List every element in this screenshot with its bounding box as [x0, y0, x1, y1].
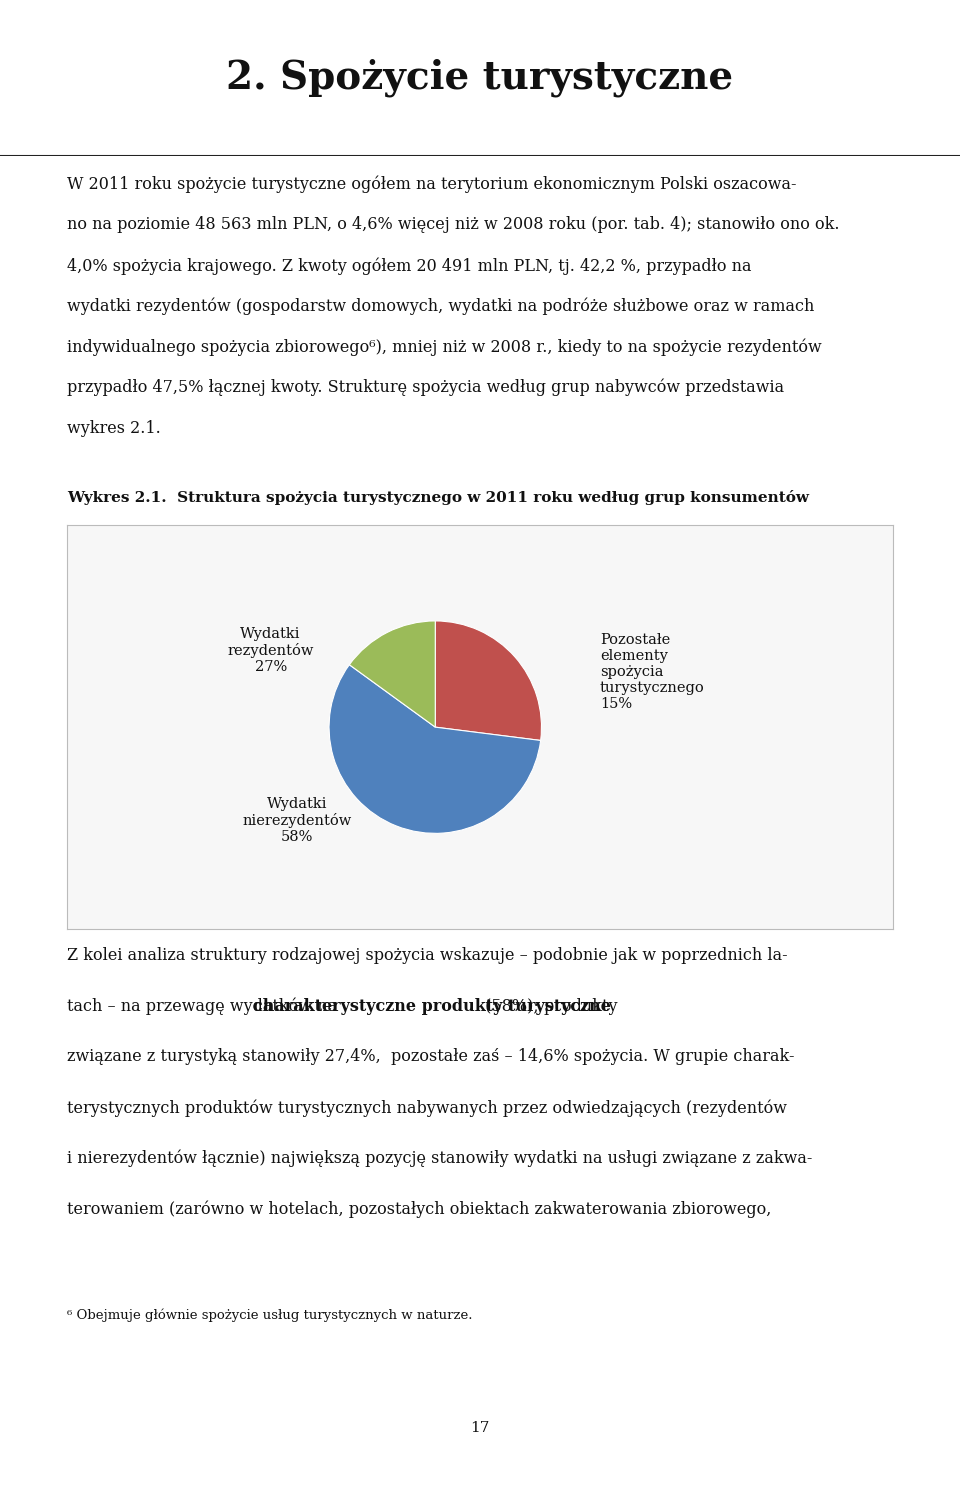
Text: Z kolei analiza struktury rodzajowej spożycia wskazuje – podobnie jak w poprzedn: Z kolei analiza struktury rodzajowej spo…: [67, 947, 788, 964]
Text: terowaniem (zarówno w hotelach, pozostałych obiektach zakwaterowania zbiorowego,: terowaniem (zarówno w hotelach, pozostał…: [67, 1200, 772, 1218]
Text: indywidualnego spożycia zbiorowego⁶), mniej niż w 2008 r., kiedy to na spożycie : indywidualnego spożycia zbiorowego⁶), mn…: [67, 339, 822, 355]
Text: 17: 17: [470, 1420, 490, 1435]
Text: i nierezydentów łącznie) największą pozycję stanowiły wydatki na usługi związane: i nierezydentów łącznie) największą pozy…: [67, 1149, 812, 1167]
Text: ⁶ Obejmuje głównie spożycie usług turystycznych w naturze.: ⁶ Obejmuje głównie spożycie usług turyst…: [67, 1309, 472, 1322]
Text: no na poziomie 48 563 mln PLN, o 4,6% więcej niż w 2008 roku (por. tab. 4); stan: no na poziomie 48 563 mln PLN, o 4,6% wi…: [67, 217, 840, 233]
Text: Pozostałe
elementy
spożycia
turystycznego
15%: Pozostałe elementy spożycia turystyczneg…: [600, 632, 705, 711]
Wedge shape: [435, 622, 541, 741]
Text: (58%); produkty: (58%); produkty: [480, 998, 617, 1014]
Wedge shape: [349, 622, 435, 727]
Text: przypadło 47,5% łącznej kwoty. Strukturę spożycia według grup nabywców przedstaw: przypadło 47,5% łącznej kwoty. Strukturę…: [67, 379, 784, 397]
Text: związane z turystyką stanowiły 27,4%,  pozostałe zaś – 14,6% spożycia. W grupie : związane z turystyką stanowiły 27,4%, po…: [67, 1048, 795, 1066]
Text: W 2011 roku spożycie turystyczne ogółem na terytorium ekonomicznym Polski oszaco: W 2011 roku spożycie turystyczne ogółem …: [67, 175, 797, 193]
Text: charakterystyczne produkty turystyczne: charakterystyczne produkty turystyczne: [252, 998, 611, 1014]
Text: wykres 2.1.: wykres 2.1.: [67, 419, 161, 437]
Text: 2. Spożycie turystyczne: 2. Spożycie turystyczne: [227, 59, 733, 97]
Text: Wydatki
nierezydentów
58%: Wydatki nierezydentów 58%: [243, 797, 351, 845]
Text: 4,0% spożycia krajowego. Z kwoty ogółem 20 491 mln PLN, tj. 42,2 %, przypadło na: 4,0% spożycia krajowego. Z kwoty ogółem …: [67, 257, 752, 275]
Text: terystycznych produktów turystycznych nabywanych przez odwiedzających (rezydentó: terystycznych produktów turystycznych na…: [67, 1099, 787, 1117]
Text: wydatki rezydentów (gospodarstw domowych, wydatki na podróże służbowe oraz w ram: wydatki rezydentów (gospodarstw domowych…: [67, 297, 815, 315]
Text: Wydatki
rezydentów
27%: Wydatki rezydentów 27%: [228, 628, 314, 675]
Text: Wykres 2.1.  Struktura spożycia turystycznego w 2011 roku według grup konsumentó: Wykres 2.1. Struktura spożycia turystycz…: [67, 491, 809, 506]
Wedge shape: [329, 665, 540, 833]
Text: tach – na przewagę wydatków na: tach – na przewagę wydatków na: [67, 998, 343, 1016]
